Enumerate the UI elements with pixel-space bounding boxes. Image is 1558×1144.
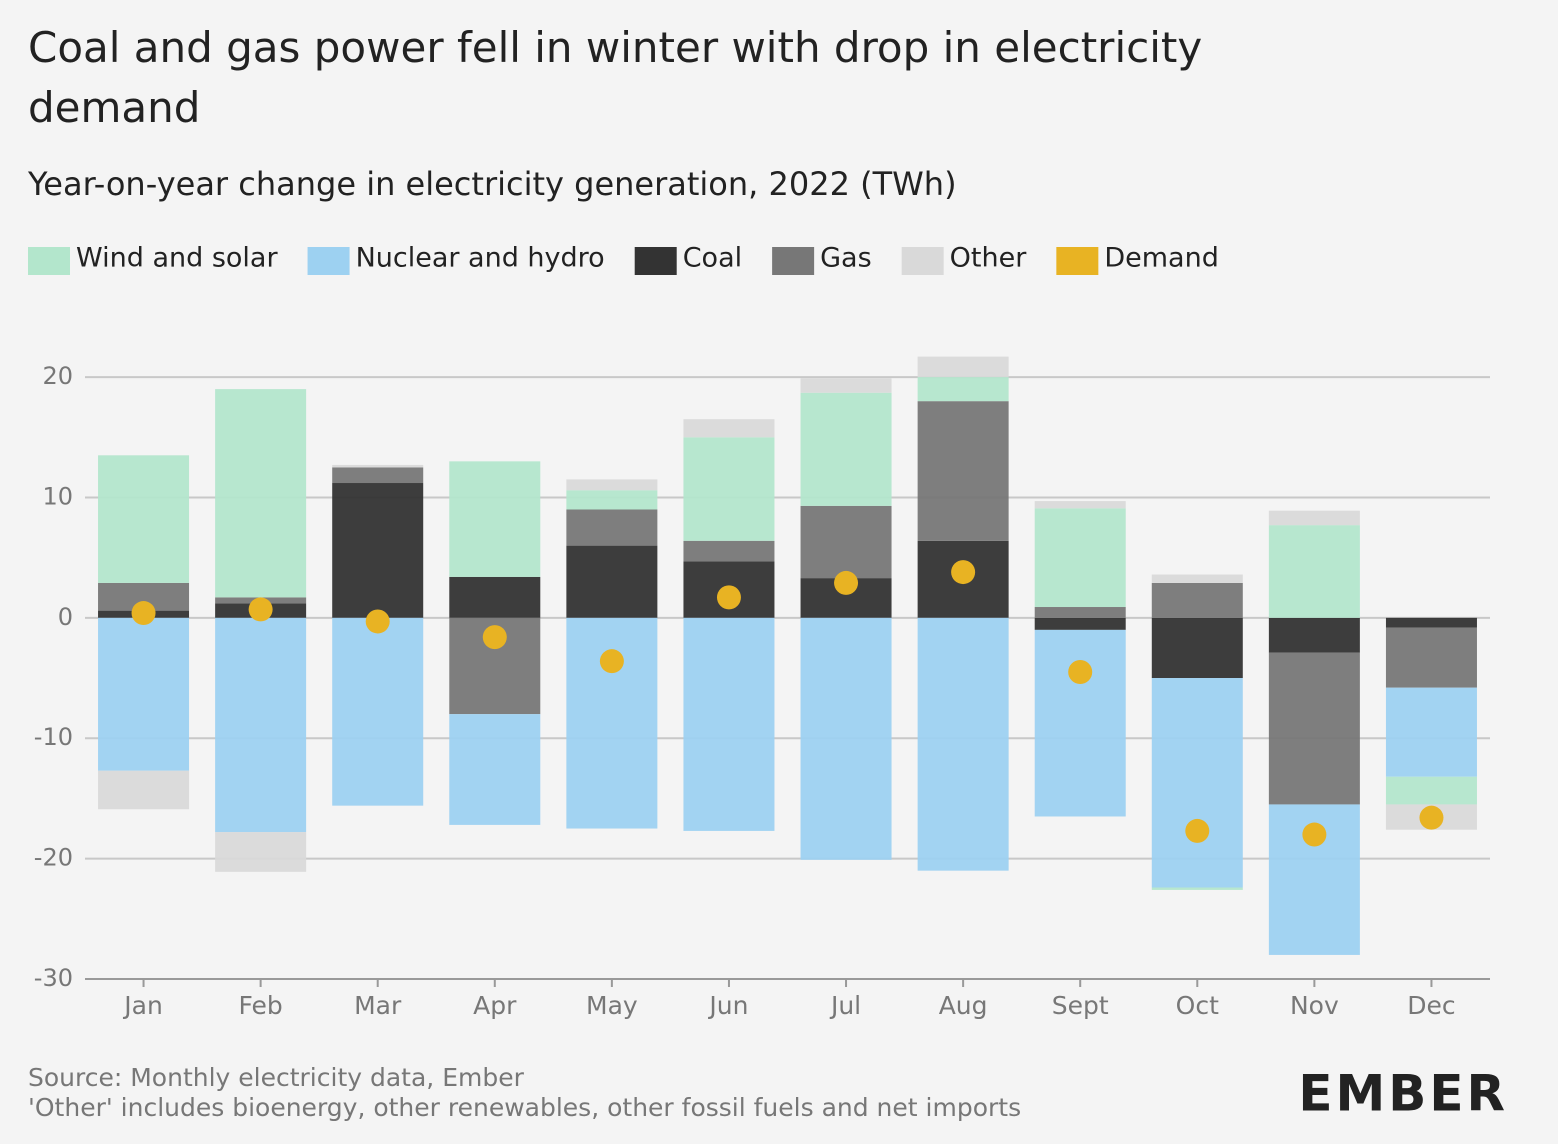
x-tick-label: Feb: [238, 991, 282, 1020]
x-tick-label: Oct: [1176, 991, 1219, 1020]
legend-swatch: [28, 247, 70, 275]
bar-segment: [1268, 510, 1360, 526]
bar-segment: [683, 617, 775, 831]
legend-label: Demand: [1104, 243, 1219, 274]
bar-segment: [1034, 617, 1126, 630]
chart-subtitle: Year-on-year change in electricity gener…: [27, 165, 957, 203]
x-tick-label: Jun: [707, 991, 748, 1020]
bar-segment: [800, 505, 892, 579]
bar-segment: [215, 617, 307, 833]
bar-segment: [332, 617, 424, 806]
bar-segment: [1034, 508, 1126, 608]
bar-segment: [1151, 678, 1243, 888]
demand-dot: [1302, 822, 1327, 847]
y-tick-label: -10: [34, 723, 73, 751]
bar-segment: [800, 392, 892, 506]
demand-dot: [131, 601, 156, 626]
bar-segment: [1151, 582, 1243, 618]
bar-segment: [332, 467, 424, 484]
y-tick-label: 10: [42, 482, 73, 510]
x-tick-label: Nov: [1290, 991, 1339, 1020]
legend-label: Wind and solar: [76, 243, 278, 274]
bar-segment: [1034, 607, 1126, 618]
bar-segment: [566, 509, 658, 546]
y-tick-label: 0: [58, 603, 73, 631]
x-tick-label: Sept: [1052, 991, 1109, 1020]
demand-dot: [365, 609, 390, 634]
bar-segment: [1385, 627, 1477, 688]
demand-dot: [1068, 660, 1093, 685]
legend-swatch: [307, 247, 350, 275]
legend-label: Other: [950, 243, 1028, 274]
x-tick-label: May: [586, 991, 638, 1020]
bar-segment: [1034, 501, 1126, 509]
demand-dot: [951, 560, 976, 585]
bar-segment: [1268, 525, 1360, 618]
x-tick-label: Dec: [1407, 991, 1455, 1020]
x-tick-label: Apr: [473, 991, 517, 1020]
legend-label: Coal: [683, 243, 742, 274]
demand-dot: [482, 625, 507, 650]
bar-segment: [215, 832, 307, 872]
bar-segment: [800, 378, 892, 393]
bar-segment: [1385, 776, 1477, 805]
bar-segment: [449, 714, 541, 825]
bar-segment: [1034, 629, 1126, 817]
bar-segment: [683, 540, 775, 562]
bar-segment: [800, 617, 892, 860]
bar-segment: [566, 545, 658, 618]
legend-label: Gas: [820, 243, 872, 274]
x-tick-label: Aug: [939, 991, 988, 1020]
demand-dot: [599, 649, 624, 674]
bar-segment: [917, 617, 1009, 871]
x-tick-label: Jul: [829, 991, 861, 1020]
legend-label: Nuclear and hydro: [356, 243, 605, 274]
bar-segment: [683, 419, 775, 438]
chart-title: Coal and gas power fell in winter with d…: [28, 23, 1202, 132]
bar-segment: [1151, 574, 1243, 583]
source: Source: Monthly electricity data, Ember: [28, 1063, 525, 1092]
demand-dot: [834, 570, 859, 595]
y-tick-label: 20: [42, 362, 73, 390]
bar-segment: [98, 617, 190, 771]
demand-dot: [716, 585, 741, 610]
bar-segment: [332, 483, 424, 618]
bar-segment: [1385, 617, 1477, 628]
bar-segment: [1151, 617, 1243, 679]
legend-swatch: [634, 247, 677, 275]
y-tick-label: -30: [34, 964, 73, 992]
legend-swatch: [1056, 247, 1099, 275]
bar-segment: [683, 437, 775, 541]
note: 'Other' includes bioenergy, other renewa…: [28, 1093, 1021, 1122]
bar-segment: [917, 356, 1009, 378]
demand-dot: [1419, 805, 1444, 830]
y-tick-label: -20: [34, 844, 73, 872]
demand-dot: [248, 597, 273, 622]
x-tick-label: Mar: [354, 991, 402, 1020]
bar-segment: [1385, 687, 1477, 777]
logo: EMBER: [1298, 1065, 1508, 1123]
bar-segment: [566, 479, 658, 491]
demand-dot: [1185, 818, 1210, 843]
bar-segment: [449, 576, 541, 618]
bar-segment: [917, 401, 1009, 541]
x-tick-label: Jan: [122, 991, 163, 1020]
bar-segment: [98, 770, 190, 810]
bar-segment: [449, 461, 541, 577]
bar-segment: [1268, 617, 1360, 653]
bar-segment: [98, 455, 190, 583]
bar-segment: [215, 389, 307, 598]
bar-segment: [1268, 652, 1360, 805]
bar-segment: [566, 490, 658, 510]
bar-segment: [332, 464, 424, 468]
legend-swatch: [901, 247, 944, 275]
bar-segment: [917, 377, 1009, 402]
bar-segment: [1151, 887, 1243, 890]
legend-swatch: [772, 247, 815, 275]
